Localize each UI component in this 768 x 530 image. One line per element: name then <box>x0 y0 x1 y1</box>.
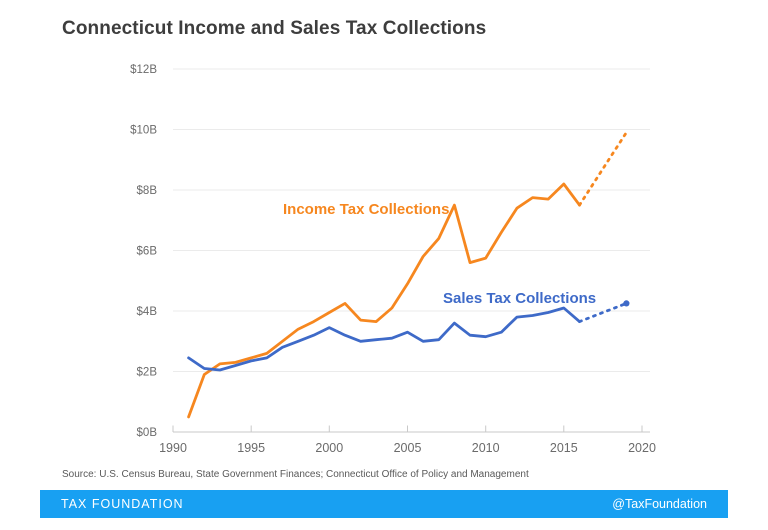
svg-text:2005: 2005 <box>394 441 422 455</box>
svg-text:$4B: $4B <box>137 306 158 318</box>
svg-text:2015: 2015 <box>550 441 578 455</box>
source-note: Source: U.S. Census Bureau, State Govern… <box>62 469 529 480</box>
footer-bar: TAX FOUNDATION @TaxFoundation <box>40 490 728 518</box>
twitter-handle[interactable]: @TaxFoundation <box>612 497 707 511</box>
sales-series-label: Sales Tax Collections <box>443 290 597 307</box>
svg-text:$2B: $2B <box>137 367 158 379</box>
svg-text:2010: 2010 <box>472 441 500 455</box>
svg-text:$10B: $10B <box>130 125 157 137</box>
svg-text:$12B: $12B <box>130 64 157 76</box>
brand-name: TAX FOUNDATION <box>61 497 184 511</box>
svg-text:$6B: $6B <box>137 246 158 258</box>
svg-text:$8B: $8B <box>137 185 158 197</box>
chart-title: Connecticut Income and Sales Tax Collect… <box>62 18 487 39</box>
svg-text:1995: 1995 <box>237 441 265 455</box>
svg-text:1990: 1990 <box>159 441 187 455</box>
income-series-label: Income Tax Collections <box>283 201 450 218</box>
svg-text:2000: 2000 <box>315 441 343 455</box>
svg-text:$0B: $0B <box>137 427 158 439</box>
svg-text:2020: 2020 <box>628 441 656 455</box>
